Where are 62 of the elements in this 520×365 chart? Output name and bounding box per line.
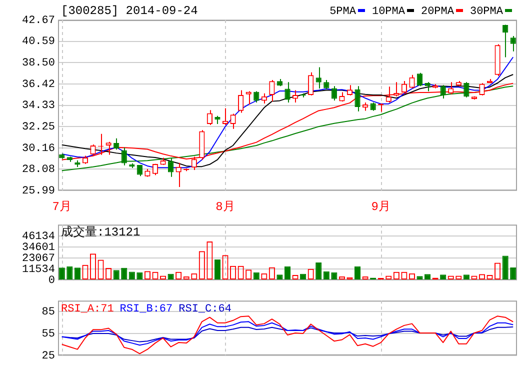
candlestick (308, 72, 314, 96)
bar (502, 256, 508, 280)
bar (316, 262, 322, 280)
y-tick-label: 0 (48, 274, 55, 287)
legend-label: 10PMA (372, 6, 406, 18)
y-tick-label: 30.16 (22, 142, 55, 155)
legend-label: 20PMA (420, 6, 454, 18)
candlestick (246, 90, 252, 105)
series-label: RSI_A:71 (61, 304, 114, 316)
bar (284, 266, 291, 280)
candlestick (121, 147, 127, 166)
y-tick-label: 25 (42, 350, 55, 362)
bar (510, 267, 516, 280)
chart-title: [300285] 2014-09-24 (61, 4, 198, 18)
candlestick (292, 90, 298, 104)
candlestick (502, 24, 508, 58)
candlestick (416, 72, 423, 87)
y-tick-label: 34.33 (22, 100, 55, 112)
bar (66, 266, 73, 280)
y-tick-label: 34601 (22, 242, 56, 254)
bar (121, 268, 128, 280)
bar (354, 266, 361, 280)
bar (74, 268, 80, 280)
candlestick (409, 74, 415, 89)
candlestick (331, 86, 337, 101)
x-tick-label: 9月 (371, 200, 390, 214)
candlestick (510, 36, 516, 52)
candlestick (269, 80, 275, 102)
y-tick-label: 38.50 (22, 58, 55, 70)
y-tick-label: 32.25 (22, 121, 55, 134)
candlestick (386, 86, 392, 104)
candlestick (238, 90, 244, 114)
candlestick (230, 113, 236, 130)
series-label: RSI_B:67 (120, 304, 173, 316)
y-tick-label: 25.99 (22, 186, 55, 198)
y-tick-label: 23067 (22, 252, 55, 265)
x-tick-label: 7月 (52, 200, 72, 214)
candlestick (284, 82, 290, 104)
y-tick-label: 46134 (22, 230, 56, 243)
candlestick (114, 138, 120, 150)
legend-label: 30PMA (470, 6, 504, 18)
y-tick-label: 11534 (22, 264, 56, 276)
candlestick (316, 66, 322, 90)
candlestick (324, 80, 330, 90)
x-tick-label: 8月 (216, 200, 235, 214)
candlestick (176, 162, 182, 188)
y-tick-label: 55 (42, 328, 55, 340)
candlestick (354, 86, 360, 112)
series-label: RSI_C:64 (178, 304, 232, 316)
y-tick-label: 85 (42, 306, 55, 318)
candlestick (206, 110, 213, 126)
y-tick-label: 42.67 (22, 14, 55, 27)
y-tick-label: 36.42 (22, 78, 55, 91)
bar (58, 268, 65, 280)
y-tick-label: 28.08 (22, 164, 55, 176)
candlestick (106, 141, 112, 156)
legend-label: 5PMA (330, 6, 356, 18)
candlestick (339, 92, 345, 102)
y-tick-label: 40.59 (22, 36, 55, 48)
bar (214, 259, 221, 280)
candlestick (424, 82, 430, 92)
chart-title: 成交量:13121 (61, 224, 140, 240)
